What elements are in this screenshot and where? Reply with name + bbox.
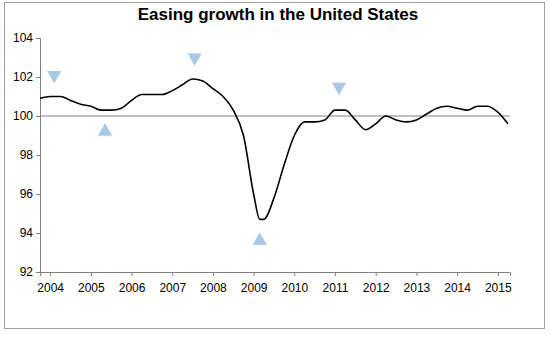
title: Easing growth in the United States	[138, 5, 419, 24]
y-tick-label: 96	[20, 187, 34, 201]
y-axis-line	[36, 39, 41, 273]
y-tick-mark	[36, 155, 40, 156]
y-tick-mark	[36, 77, 40, 78]
x-tick-label: 2006	[119, 281, 146, 295]
x-axis-line	[41, 273, 511, 277]
x-tick-label: 2013	[404, 281, 431, 295]
x-tick-mark	[254, 272, 255, 276]
turning-point-marker	[97, 122, 113, 136]
x-tick-mark	[213, 272, 214, 276]
y-tick: 102	[13, 70, 40, 84]
x-tick-mark	[172, 272, 173, 276]
y-tick: 104	[13, 31, 40, 45]
x-tick-mark	[91, 272, 92, 276]
x-tick: 2008	[200, 272, 227, 295]
x-tick: 2007	[159, 272, 186, 295]
x-tick-label: 2014	[444, 281, 471, 295]
turning-point-marker	[46, 70, 62, 84]
reference-line	[40, 115, 510, 116]
turning-point-marker	[252, 232, 268, 246]
x-tick: 2004	[37, 272, 64, 295]
x-tick-mark	[457, 272, 458, 276]
x-tick: 2010	[281, 272, 308, 295]
y-tick-label: 94	[20, 226, 34, 240]
y-tick-label: 100	[13, 109, 33, 123]
y-tick-mark	[36, 233, 40, 234]
data-line	[40, 79, 508, 219]
x-tick-label: 2007	[159, 281, 186, 295]
y-tick-label: 92	[20, 265, 34, 279]
y-tick: 100	[13, 109, 40, 123]
x-tick: 2009	[241, 272, 268, 295]
y-tick-mark	[36, 194, 40, 195]
x-tick-mark	[376, 272, 377, 276]
x-tick-label: 2008	[200, 281, 227, 295]
x-tick-label: 2010	[281, 281, 308, 295]
y-tick: 94	[20, 226, 40, 240]
x-tick: 2012	[363, 272, 390, 295]
y-tick-mark	[36, 116, 40, 117]
x-tick: 2014	[444, 272, 471, 295]
x-axis: 2004 2005 2006 2007 2008 2009 2010 2011 2012 2013…	[37, 272, 512, 295]
x-tick-mark	[132, 272, 133, 276]
y-tick-mark	[36, 38, 40, 39]
x-tick: 2013	[404, 272, 431, 295]
chart: Easing growth in the United States 92 94 96…	[0, 0, 550, 338]
chart-frame	[5, 3, 545, 329]
x-tick-label: 2009	[241, 281, 268, 295]
y-tick-label: 104	[13, 31, 33, 45]
x-tick-label: 2011	[323, 281, 349, 295]
x-tick-mark	[416, 272, 417, 276]
x-tick-mark	[50, 272, 51, 276]
y-tick-mark	[36, 272, 40, 273]
y-tick-label: 98	[20, 148, 34, 162]
x-tick: 2011	[323, 272, 349, 295]
y-axis: 92 94 96 98 100 102 104	[13, 31, 41, 279]
x-tick-mark	[294, 272, 295, 276]
y-tick-label: 102	[13, 70, 33, 84]
y-tick: 98	[20, 148, 40, 162]
x-tick: 2006	[119, 272, 146, 295]
y-tick: 92	[20, 265, 40, 279]
turning-point-marker	[187, 53, 203, 67]
x-tick-mark	[498, 272, 499, 276]
x-tick: 2005	[78, 272, 105, 295]
x-tick-label: 2005	[78, 281, 105, 295]
x-tick: 2015	[485, 272, 512, 295]
x-tick-label: 2012	[363, 281, 390, 295]
x-tick-label: 2004	[37, 281, 64, 295]
x-tick-mark	[335, 272, 336, 276]
y-tick: 96	[20, 187, 40, 201]
x-tick-label: 2015	[485, 281, 512, 295]
plot-area	[40, 53, 510, 246]
turning-point-marker	[331, 82, 347, 96]
